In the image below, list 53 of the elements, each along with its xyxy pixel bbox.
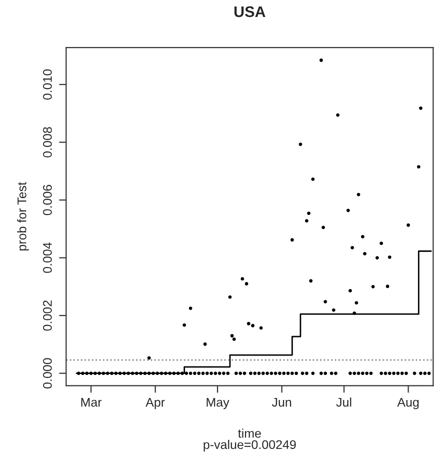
point [386,284,390,288]
point [346,208,350,212]
point [419,106,422,110]
x-tick-label: Apr [146,398,165,410]
point [352,312,356,315]
point [228,295,232,299]
point [388,255,392,259]
y-tick-label: 0.000 [43,358,52,388]
point [188,306,192,310]
y-tick-label: 0.006 [43,184,52,216]
point [246,322,250,326]
point [324,300,328,304]
point [203,342,207,346]
point [406,223,410,227]
x-tick-label: Mar [81,398,102,407]
x-axis-title: time [238,428,261,438]
point [371,284,375,288]
point [290,238,294,242]
point [311,178,315,181]
chart-title: USA [234,6,266,18]
y-tick-label: 0.010 [43,69,52,100]
point [363,252,366,256]
x-tick-label: May [206,398,230,410]
point [320,58,323,62]
y-tick-label: 0.002 [43,300,52,331]
point [251,324,254,328]
point [380,242,384,246]
point [332,308,336,312]
point [232,338,236,341]
text: p-value=0.00249 [204,440,296,452]
point [304,219,308,223]
point [360,234,364,238]
x-tick-label: Aug [397,398,419,410]
point [336,113,340,117]
point [375,256,379,260]
point [244,282,248,286]
point [259,326,263,330]
x-tick-label: Jun [272,398,292,407]
point [240,277,244,281]
point [298,142,302,146]
point [182,323,186,327]
y-tick-label: 0.008 [43,127,52,158]
point [354,301,358,305]
point [230,334,234,338]
point [322,226,325,230]
y-axis-title: prob for Test [17,182,29,250]
point [348,288,352,292]
point [350,246,354,250]
x-tick-label: Jul [336,398,352,407]
point [416,165,420,168]
y-tick-label: 0.004 [43,242,52,273]
point [307,212,310,215]
point [309,279,313,283]
